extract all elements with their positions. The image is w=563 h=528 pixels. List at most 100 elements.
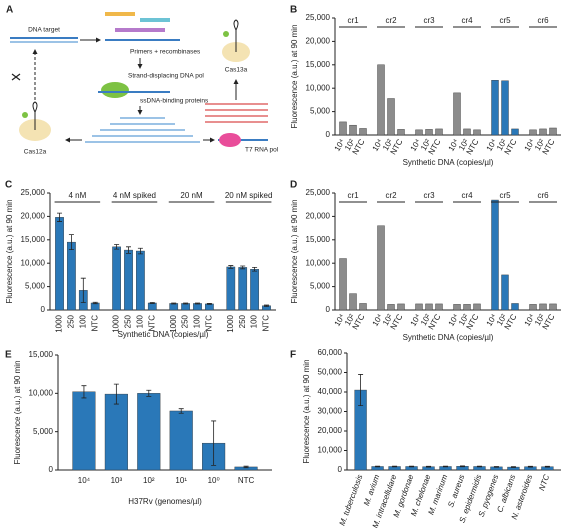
bar xyxy=(193,303,202,311)
bar xyxy=(549,303,557,311)
bar xyxy=(463,128,471,136)
bar xyxy=(112,246,121,311)
error-bar xyxy=(57,212,63,222)
error-bar xyxy=(243,465,249,469)
x-tick-label: 1000 xyxy=(112,314,121,332)
error-bar xyxy=(459,465,465,468)
x-tick-label: M. tuberculosis xyxy=(338,473,365,527)
group-label: cr6 xyxy=(537,16,549,25)
group-label: cr2 xyxy=(385,16,397,25)
bar xyxy=(226,266,236,311)
x-tick-label: NTC xyxy=(238,476,255,485)
error-bar xyxy=(80,277,86,303)
bar xyxy=(501,80,509,136)
bar xyxy=(473,303,481,311)
x-tick-label: 10⁰ xyxy=(208,476,220,485)
y-tick-label: 20,000 xyxy=(306,37,331,46)
label: Cas13a xyxy=(225,67,248,74)
error-bar xyxy=(476,465,482,468)
bar xyxy=(435,303,443,311)
panel: F 0 10,000 20,000 30,000 40,000 50,000 60,000 Fl… xyxy=(290,348,561,528)
panel-letter: C xyxy=(5,180,12,191)
error-bar xyxy=(358,374,364,407)
panel-letter: B xyxy=(290,5,297,16)
x-axis-label: Synthetic DNA (copies/µl) xyxy=(403,333,494,342)
x-axis-label: H37Rv (genomes/µl) xyxy=(128,497,202,506)
bar xyxy=(181,303,190,311)
crrna xyxy=(32,101,38,130)
label: Cas12a xyxy=(24,149,47,156)
x-tick-label: 1000 xyxy=(55,314,64,332)
error-bar xyxy=(263,304,269,307)
error-bar xyxy=(137,247,143,255)
bar xyxy=(397,303,405,311)
x-tick-label: 100 xyxy=(193,314,202,328)
bar xyxy=(549,127,557,136)
group-label: cr2 xyxy=(385,191,397,200)
y-tick-label: 0 xyxy=(338,465,343,474)
bar xyxy=(501,274,509,311)
panel: E 0 5,000 10,000 15,000 Fluorescence (a.u.) a… xyxy=(5,350,272,506)
x-tick-label: 10³ xyxy=(111,476,123,485)
bar xyxy=(529,304,537,311)
panel: C 0 5,000 10,000 15,000 20,000 25,000 Fluoresce… xyxy=(5,180,276,339)
group-label: 20 nM spiked xyxy=(225,191,273,200)
x-tick-label: 10² xyxy=(143,476,155,485)
bar xyxy=(539,303,547,311)
polymerase xyxy=(101,82,129,98)
bar xyxy=(349,124,357,136)
x-tick-label: 100 xyxy=(250,314,259,328)
x-tick-label: 250 xyxy=(181,314,190,328)
bar xyxy=(72,391,96,471)
bar xyxy=(425,303,433,311)
y-tick-label: 15,000 xyxy=(306,235,331,244)
bar xyxy=(387,304,395,311)
y-tick-label: 5,000 xyxy=(33,427,54,436)
error-bar xyxy=(544,465,550,468)
y-tick-label: 15,000 xyxy=(29,350,54,359)
crrna xyxy=(233,19,239,52)
bar xyxy=(169,410,193,471)
bar xyxy=(425,129,433,136)
x-tick-label: NTC xyxy=(262,315,271,332)
y-tick-label: 60,000 xyxy=(318,348,343,357)
scissors-icon xyxy=(11,73,21,81)
panel-letter: F xyxy=(290,350,296,361)
bar xyxy=(104,393,128,471)
error-bar xyxy=(409,465,415,468)
x-tick-label: NTC xyxy=(147,315,156,332)
y-axis-label: Fluorescence (a.u.) at 90 min xyxy=(13,360,22,464)
bar xyxy=(55,217,64,311)
y-tick-label: 0 xyxy=(326,130,331,139)
y-tick-label: 15,000 xyxy=(306,60,331,69)
y-tick-label: 20,000 xyxy=(318,426,343,435)
bar xyxy=(397,129,405,136)
error-bar xyxy=(68,234,74,251)
y-tick-label: 5,000 xyxy=(310,282,331,291)
error-bar xyxy=(211,420,217,466)
panel-a: A DNA target Primers + recombinases Stra… xyxy=(6,5,279,156)
bar xyxy=(435,128,443,136)
bar xyxy=(453,304,461,311)
bar xyxy=(67,241,76,311)
bar xyxy=(359,128,367,136)
bar xyxy=(473,129,481,136)
y-tick-label: 20,000 xyxy=(306,212,331,221)
error-bar xyxy=(146,389,152,397)
label: ssDNA-binding proteins xyxy=(140,98,209,105)
reporter xyxy=(223,31,229,37)
x-tick-label: 10¹ xyxy=(175,476,187,485)
bar xyxy=(377,225,385,311)
bar xyxy=(250,269,259,311)
bar xyxy=(511,128,519,136)
y-tick-label: 10,000 xyxy=(29,388,54,397)
error-bar xyxy=(81,385,87,399)
x-axis-label: Synthetic DNA (copies/µl) xyxy=(118,330,209,339)
y-tick-label: 50,000 xyxy=(318,368,343,377)
group-label: cr3 xyxy=(423,191,435,200)
error-bar xyxy=(426,465,432,468)
error-bar xyxy=(149,302,155,304)
group-label: 4 nM xyxy=(68,191,86,200)
x-tick-label: 10⁴ xyxy=(78,476,91,485)
